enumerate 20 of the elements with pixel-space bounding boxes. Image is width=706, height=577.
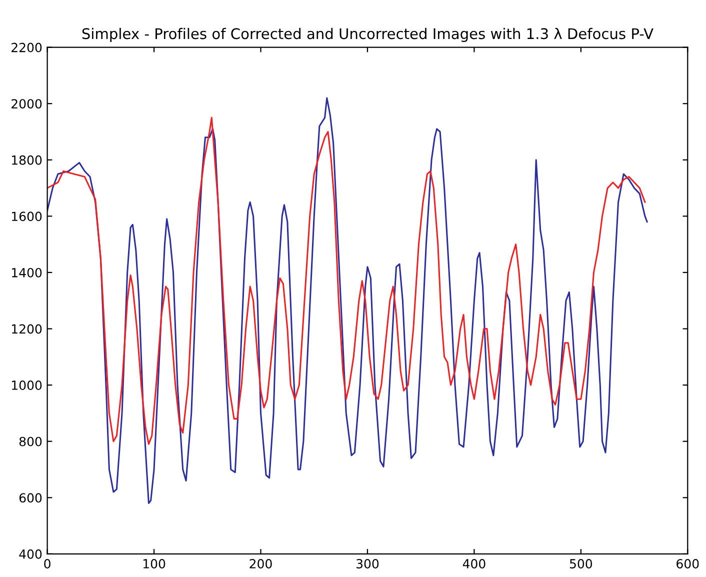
y-tick-label: 1600 (12, 212, 42, 222)
x-tick-label: 300 (356, 559, 379, 568)
line-series (47, 97, 648, 504)
chart-title: Simplex - Profiles of Corrected and Uncorrected Images with 1.3 λ Defocus P-V (82, 28, 654, 42)
x-tick-label: 600 (676, 559, 699, 568)
y-tick-label: 1800 (12, 155, 42, 165)
y-tick-label: 1400 (12, 268, 42, 278)
line-series (47, 116, 646, 445)
y-tick-label: 2000 (12, 99, 42, 109)
x-tick-label: 400 (462, 559, 486, 568)
y-tick-label: 400 (19, 549, 42, 559)
y-tick-label: 800 (19, 436, 42, 446)
x-tick-label: 500 (570, 559, 592, 568)
y-tick-label: 1200 (12, 324, 42, 334)
x-tick-label: 0 (44, 559, 50, 568)
x-tick-label: 200 (250, 559, 272, 568)
y-tick-label: 600 (19, 493, 42, 503)
y-tick-label: 2200 (12, 42, 42, 52)
y-tick-label: 1000 (12, 380, 42, 390)
x-tick-label: 100 (143, 559, 166, 568)
